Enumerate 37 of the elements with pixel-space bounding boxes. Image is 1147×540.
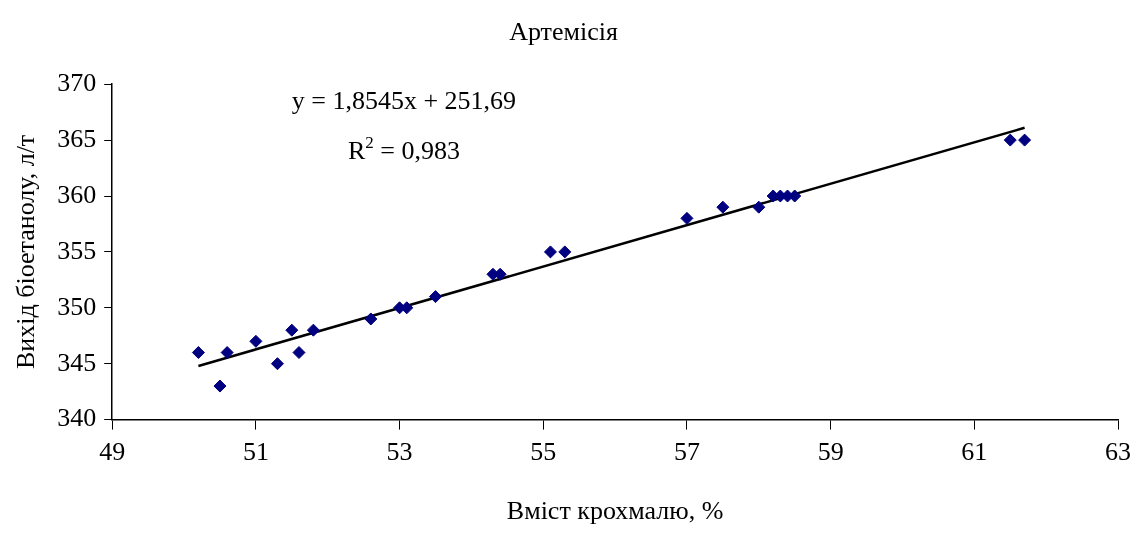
x-tick-label: 53 — [386, 437, 413, 467]
x-tick-label: 63 — [1105, 437, 1131, 467]
x-tick-label: 51 — [242, 437, 269, 467]
point — [270, 357, 284, 371]
point — [285, 323, 299, 337]
y-tick-label: 360 — [57, 179, 97, 209]
point — [306, 323, 320, 337]
y-tick-label: 340 — [57, 403, 97, 433]
x-tick-label: 59 — [817, 437, 844, 467]
x-tick-label: 57 — [673, 437, 700, 467]
point — [716, 200, 730, 214]
point — [364, 312, 378, 326]
y-axis-title: Вихід біоетанолу, л/т — [11, 134, 41, 370]
x-axis-title: Вміст крохмалю, % — [506, 496, 724, 526]
annotation: y = 1,8545x + 251,69 — [291, 86, 517, 116]
y-tick-label: 370 — [57, 68, 97, 98]
point — [428, 290, 442, 304]
chart-title: Артемісія — [509, 17, 618, 47]
point — [680, 211, 694, 225]
point — [213, 379, 227, 393]
point — [788, 189, 802, 203]
point — [191, 346, 205, 360]
x-tick-label: 55 — [530, 437, 557, 467]
y-tick-label: 365 — [57, 123, 97, 153]
point — [1003, 133, 1017, 147]
point — [1018, 133, 1032, 147]
point — [249, 334, 263, 348]
point — [752, 200, 766, 214]
x-tick-label: 49 — [99, 437, 126, 467]
y-tick-label: 355 — [57, 235, 97, 265]
x-tick-label: 61 — [961, 437, 988, 467]
point — [543, 245, 557, 259]
y-tick-label: 350 — [57, 291, 97, 321]
y-tick-label: 345 — [57, 347, 97, 377]
point — [292, 346, 306, 360]
point — [558, 245, 572, 259]
point — [220, 346, 234, 360]
